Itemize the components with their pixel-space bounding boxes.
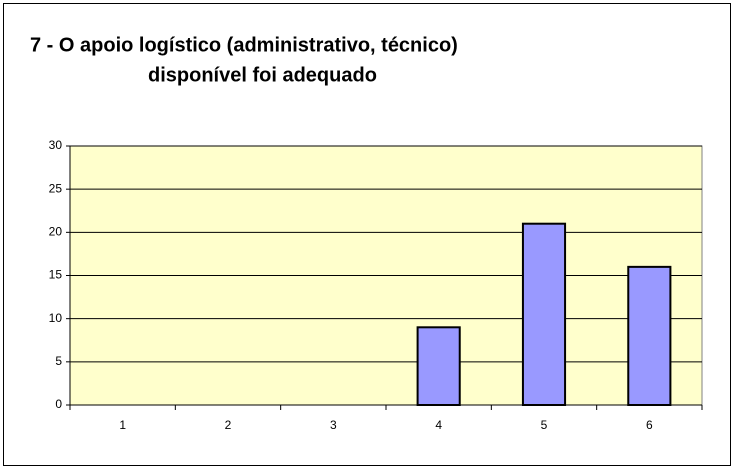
x-tick-label: 3 (330, 418, 337, 432)
y-tick-label: 20 (49, 225, 63, 239)
chart-title: 7 - O apoio logístico (administrativo, t… (30, 34, 458, 56)
bar (627, 265, 672, 406)
x-tick-label: 5 (541, 418, 548, 432)
bar (416, 326, 461, 406)
x-tick-label: 2 (225, 418, 232, 432)
y-tick-label: 0 (55, 397, 62, 411)
y-tick-label: 5 (55, 354, 62, 368)
x-tick-label: 4 (435, 418, 442, 432)
bar (521, 222, 567, 406)
y-tick-label: 10 (49, 311, 63, 325)
y-tick-label: 30 (49, 138, 63, 152)
x-tick-label: 6 (646, 418, 653, 432)
x-tick-label: 1 (119, 418, 126, 432)
y-tick-label: 15 (49, 268, 63, 282)
chart-title: disponível foi adequado (148, 64, 377, 86)
y-tick-label: 25 (49, 181, 63, 195)
